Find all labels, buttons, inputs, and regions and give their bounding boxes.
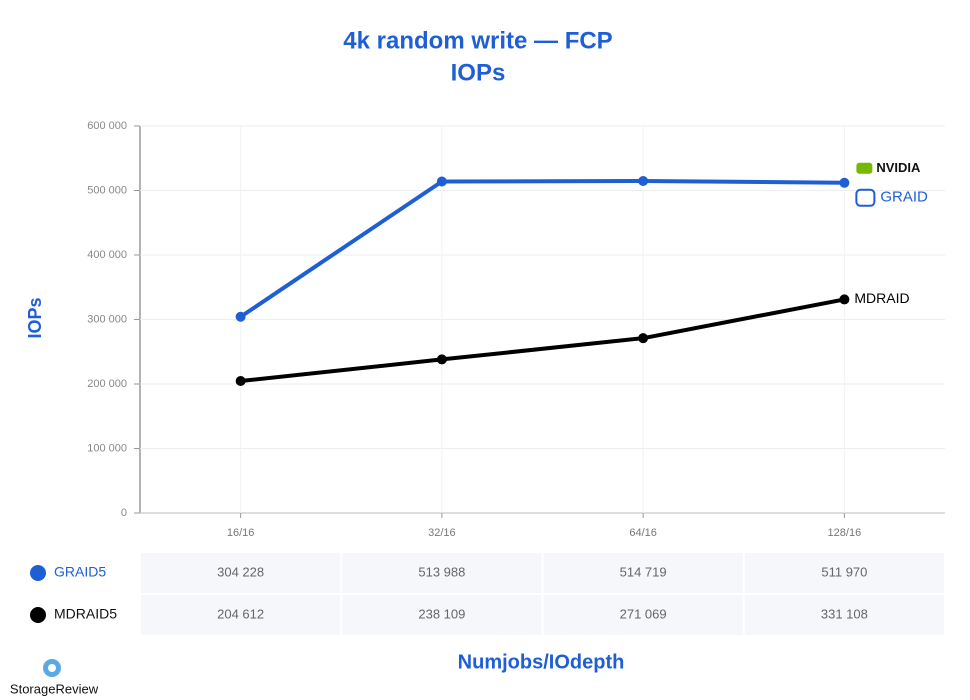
table-cell xyxy=(744,553,944,593)
table-value: 513 988 xyxy=(418,564,465,579)
table-cell xyxy=(543,553,743,593)
table-value: 514 719 xyxy=(620,564,667,579)
y-tick-label: 200 000 xyxy=(87,378,127,390)
data-point xyxy=(638,333,649,344)
table-cell xyxy=(744,595,944,635)
x-tick-label: 32/16 xyxy=(428,527,456,539)
legend-label: GRAID5 xyxy=(54,564,106,580)
series-line xyxy=(240,297,845,384)
table-value: 331 108 xyxy=(821,606,868,621)
y-tick-label: 100 000 xyxy=(87,442,127,454)
data-point xyxy=(436,354,447,365)
data-point xyxy=(839,177,850,188)
table-cell xyxy=(543,595,743,635)
table-cell xyxy=(141,553,341,593)
y-tick-label: 500 000 xyxy=(87,184,127,196)
chart-title: 4k random write — FCP xyxy=(343,27,612,54)
table-value: 238 109 xyxy=(418,606,465,621)
table-cell xyxy=(342,595,542,635)
y-tick-label: 600 000 xyxy=(87,120,127,132)
legend-marker xyxy=(30,607,46,623)
x-tick-label: 64/16 xyxy=(629,527,657,539)
series-end-label: MDRAID xyxy=(854,290,909,306)
x-tick-label: 128/16 xyxy=(828,527,862,539)
table-value: 204 612 xyxy=(217,606,264,621)
nvidia-icon xyxy=(856,162,873,174)
source-logo: StorageReview xyxy=(10,659,99,696)
table-value: 511 970 xyxy=(821,564,867,579)
data-point xyxy=(235,376,246,387)
x-tick-label: 16/16 xyxy=(227,527,255,539)
series-end-label: GRAID xyxy=(880,189,928,206)
x-axis-label: Numjobs/IOdepth xyxy=(458,651,625,673)
table-value: 304 228 xyxy=(217,564,264,579)
chart-subtitle: IOPs xyxy=(451,59,506,86)
source-label: StorageReview xyxy=(10,681,99,696)
legend-label: MDRAID5 xyxy=(54,606,117,622)
table-cell xyxy=(141,595,341,635)
series-line xyxy=(239,179,845,319)
y-tick-label: 0 xyxy=(121,507,127,519)
y-tick-label: 300 000 xyxy=(87,313,127,325)
data-point xyxy=(235,311,246,322)
series-end-label-extra: NVIDIA xyxy=(876,160,921,175)
legend-marker xyxy=(30,565,46,581)
data-point xyxy=(839,294,850,305)
table-cell xyxy=(342,553,542,593)
y-tick-label: 400 000 xyxy=(87,249,127,261)
graid-icon xyxy=(855,188,876,207)
table-value: 271 069 xyxy=(620,606,667,621)
y-axis-label: IOPs xyxy=(25,297,45,338)
data-point xyxy=(638,176,649,187)
logo-icon-hole xyxy=(48,664,56,672)
data-point xyxy=(436,176,447,187)
